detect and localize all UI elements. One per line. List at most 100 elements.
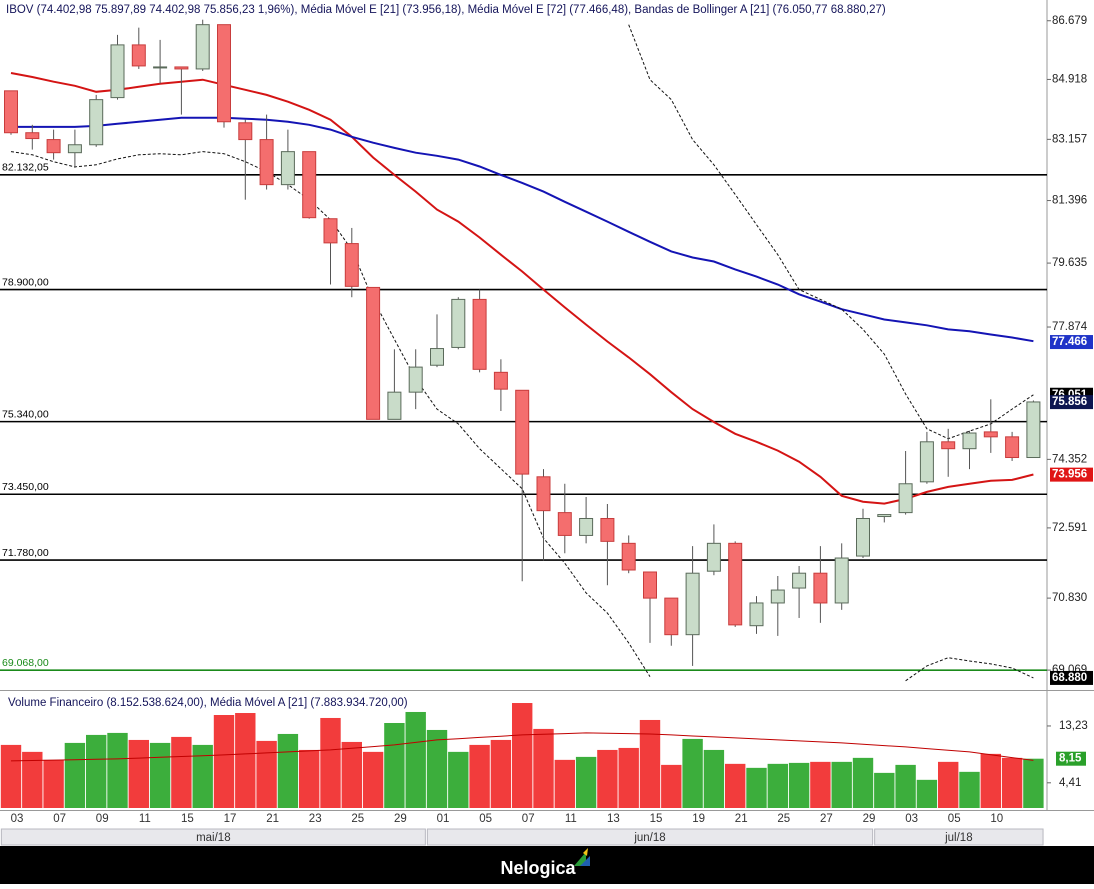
volume-bar xyxy=(533,728,554,808)
candle-body xyxy=(941,441,956,450)
candle-body xyxy=(280,151,295,186)
level-label: 71.780,00 xyxy=(2,547,49,559)
x-tick-label: 11 xyxy=(565,813,577,825)
value-label: 8,15 xyxy=(1059,753,1082,765)
volume-bar xyxy=(192,744,213,808)
candle-body xyxy=(643,571,657,599)
x-tick-label: 05 xyxy=(948,813,961,825)
volume-bar xyxy=(810,761,831,808)
volume-bar xyxy=(831,761,852,808)
volume-bar xyxy=(703,749,725,808)
candle-body xyxy=(664,597,679,636)
volume-bar xyxy=(1001,757,1023,808)
x-tick-label: 21 xyxy=(735,813,748,825)
volume-bar xyxy=(512,703,533,808)
price-label-box xyxy=(1050,670,1093,685)
volume-bar xyxy=(575,756,597,808)
bollinger-band xyxy=(628,24,1034,440)
footer-bar xyxy=(0,846,1094,884)
volume-bar xyxy=(299,749,320,808)
volume-bar xyxy=(213,715,235,808)
x-tick-label: 19 xyxy=(692,813,705,825)
candle-body xyxy=(472,298,487,370)
candle-body xyxy=(131,44,146,67)
y-tick-label: 72.591 xyxy=(1052,522,1087,534)
volume-bar xyxy=(171,736,192,808)
candle-body xyxy=(728,542,743,626)
y-tick-label: 4,41 xyxy=(1059,777,1081,789)
candle-body xyxy=(174,66,189,70)
x-tick-label: 27 xyxy=(820,813,833,825)
candle-body xyxy=(238,122,253,141)
volume-bar xyxy=(405,711,426,808)
candle-body xyxy=(621,542,636,571)
volume-bar xyxy=(916,779,938,808)
volume-bar xyxy=(341,741,362,808)
candle-body xyxy=(217,24,231,123)
candle-body xyxy=(877,514,892,518)
x-tick-label: 29 xyxy=(863,813,876,825)
volume-bar xyxy=(149,742,171,808)
candle-body xyxy=(451,298,466,348)
volume-bar xyxy=(874,772,895,808)
volume-bar xyxy=(256,740,277,808)
volume-bar xyxy=(384,722,405,808)
volume-bar xyxy=(746,767,767,808)
level-label: 82.132,05 xyxy=(2,162,49,174)
x-tick-label: 03 xyxy=(905,813,918,825)
x-tick-label: 21 xyxy=(266,813,279,825)
candle-body xyxy=(259,139,274,186)
volume-bar xyxy=(767,763,788,808)
level-label: 78.900,00 xyxy=(2,276,49,288)
volume-bar xyxy=(725,763,746,808)
x-tick-label: 09 xyxy=(96,813,109,825)
y-tick-label: 70.830 xyxy=(1052,592,1087,604)
candle-body xyxy=(366,286,381,420)
candle-body xyxy=(515,389,530,475)
y-tick-label: 77.874 xyxy=(1052,321,1088,333)
month-box xyxy=(874,828,1044,846)
volume-bar xyxy=(362,751,384,808)
volume-bar xyxy=(895,764,916,808)
volume-bar xyxy=(554,759,575,808)
candle-body xyxy=(387,391,402,420)
volume-bar xyxy=(682,738,703,808)
candle-body xyxy=(749,602,764,627)
y-tick-label: 79.635 xyxy=(1052,257,1087,269)
x-tick-label: 15 xyxy=(650,813,663,825)
logo xyxy=(574,852,586,866)
level-label: 75.340,00 xyxy=(2,408,49,420)
month-label: mai/18 xyxy=(196,832,231,844)
month-box xyxy=(426,828,874,846)
volume-bar xyxy=(959,771,980,808)
volume-bar xyxy=(597,749,618,808)
y-tick-label: 74.352 xyxy=(1052,453,1087,465)
x-tick-label: 05 xyxy=(479,813,492,825)
candle-body xyxy=(600,517,615,542)
candle-body xyxy=(1026,401,1041,459)
volume-bar xyxy=(661,764,682,808)
x-tick-label: 13 xyxy=(607,813,620,825)
volume-bar xyxy=(639,719,661,808)
x-tick-label: 01 xyxy=(437,813,450,825)
price-label: 68.880 xyxy=(1052,672,1087,684)
volume-bar xyxy=(235,713,256,808)
y-tick-label: 86.679 xyxy=(1052,15,1087,27)
x-tick-label: 15 xyxy=(181,813,194,825)
month-label: jul/18 xyxy=(944,832,973,844)
x-tick-label: 10 xyxy=(990,813,1003,825)
volume-average xyxy=(10,732,1034,762)
candle-body xyxy=(302,151,317,219)
candle-body xyxy=(834,557,849,604)
candle-body xyxy=(557,512,572,536)
month-box xyxy=(0,828,426,846)
price-label: 77.466 xyxy=(1052,336,1087,348)
volume-bar xyxy=(64,742,86,808)
candle-body xyxy=(770,589,785,604)
x-tick-label: 03 xyxy=(11,813,24,825)
level-label: 69.068,00 xyxy=(2,657,49,669)
candle-body xyxy=(962,432,977,450)
volume-bar xyxy=(448,751,469,808)
